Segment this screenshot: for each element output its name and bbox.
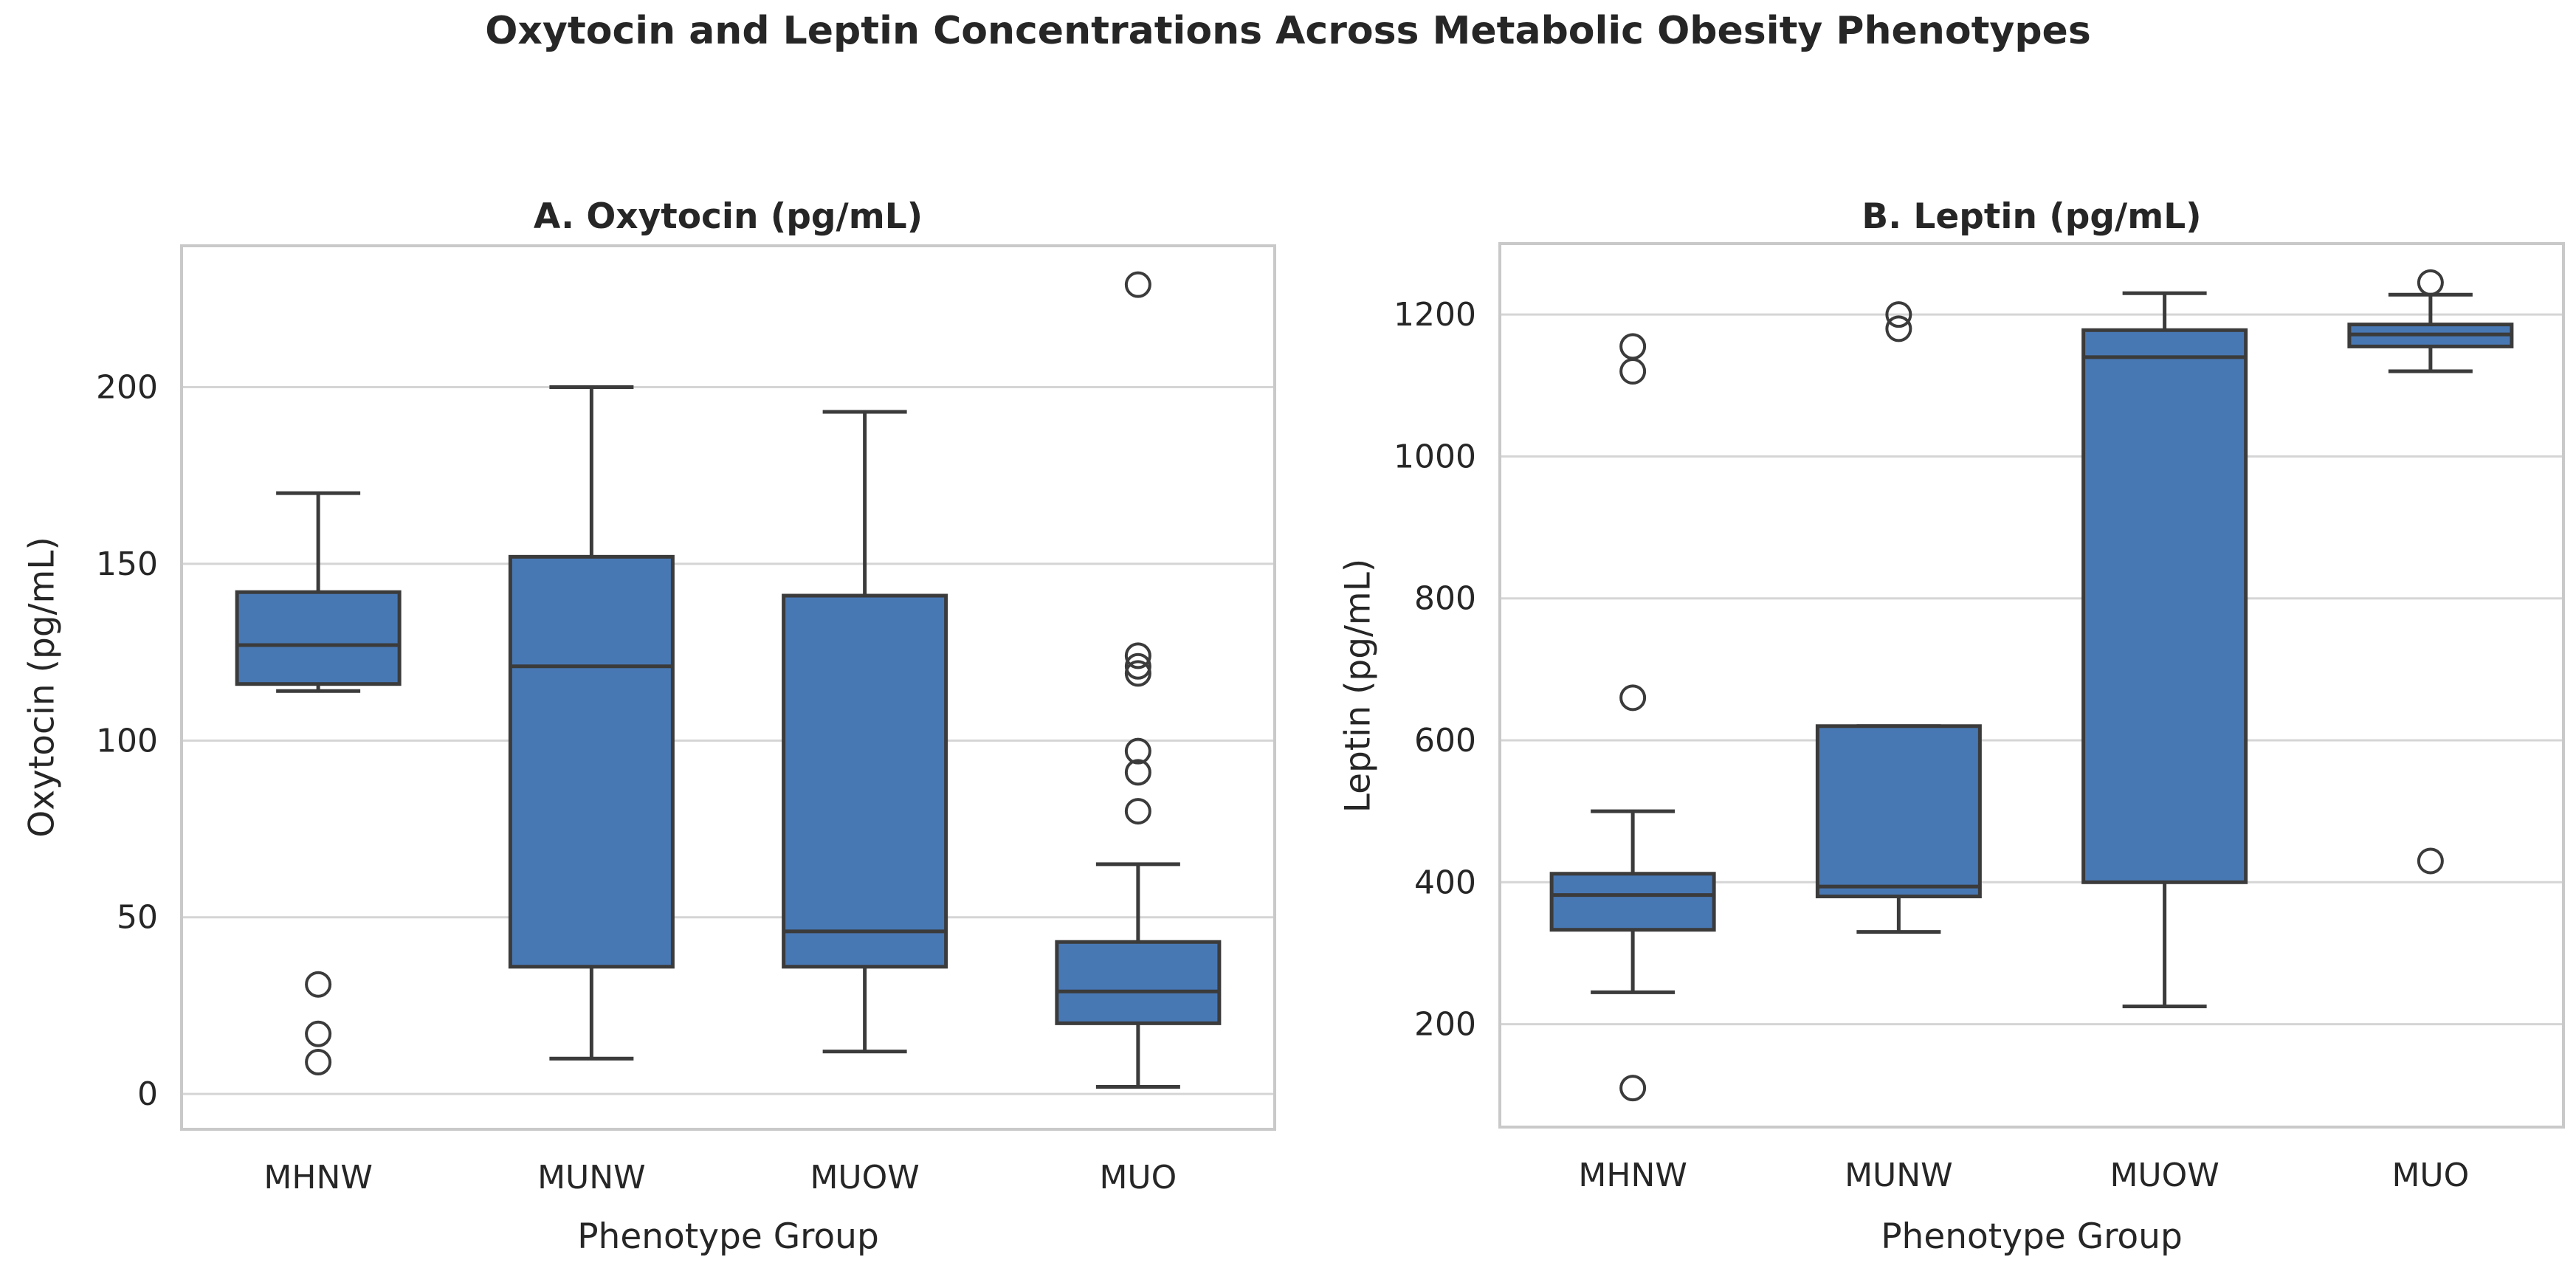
- panel-b-xtick-mhnw: MHNW: [1578, 1157, 1687, 1194]
- panel-a-box-munw: [508, 554, 675, 969]
- panel-a-box-muo-outlier-2: [1124, 652, 1151, 680]
- panel-a-box-muo-outlier-4: [1124, 737, 1151, 765]
- panel-a-spines: [180, 244, 1276, 1131]
- panel-b-box-munw: [1815, 724, 1982, 899]
- panel-a-box-muow: [782, 593, 948, 969]
- panel-b-spines: [1498, 242, 2565, 1129]
- panel-b-ytick-1200: 1200: [1394, 296, 1476, 334]
- panel-b-xtick-muo: MUO: [2391, 1157, 2469, 1194]
- panel-b-x-axis-label: Phenotype Group: [1881, 1216, 2183, 1257]
- panel-b-xtick-munw: MUNW: [1845, 1157, 1953, 1194]
- panel-b-box-muo-outlier-1: [2417, 847, 2444, 875]
- panel-b-box-munw-outlier-1: [1885, 315, 1912, 342]
- panel-a-title: A. Oxytocin (pg/mL): [533, 196, 923, 237]
- panel-a-xtick-munw: MUNW: [537, 1159, 646, 1196]
- panel-b-ytick-200: 200: [1414, 1006, 1476, 1044]
- panel-a-box-mhnw-outlier-1: [305, 1020, 332, 1047]
- panel-a-box-muo-outlier-0: [1124, 271, 1151, 298]
- panel-a-ytick-100: 100: [96, 722, 158, 760]
- panel-a-box-muo: [1055, 940, 1222, 1025]
- panel-b-box-muow: [2081, 328, 2248, 884]
- panel-a-box-muo-outlier-5: [1124, 759, 1151, 786]
- panel-a-box-mhnw-outlier-2: [305, 1049, 332, 1076]
- panel-a-ytick-200: 200: [96, 369, 158, 407]
- panel-a-box-muo-outlier-1: [1124, 642, 1151, 669]
- panel-a-xtick-mhnw: MHNW: [264, 1159, 372, 1196]
- panel-a-ytick-0: 0: [137, 1075, 158, 1113]
- panel-b-ytick-400: 400: [1414, 864, 1476, 901]
- panel-a-box-muo-outlier-3: [1124, 660, 1151, 687]
- panel-b-ytick-1000: 1000: [1394, 438, 1476, 475]
- panel-a-ytick-150: 150: [96, 545, 158, 583]
- panel-a-ytick-50: 50: [117, 899, 158, 937]
- panel-b-box-munw-outlier-0: [1885, 301, 1912, 328]
- panel-a-xtick-muo: MUO: [1099, 1159, 1177, 1196]
- figure-title: Oxytocin and Leptin Concentrations Acros…: [485, 9, 2091, 53]
- panel-b-box-mhnw-outlier-0: [1619, 333, 1647, 360]
- panel-a-x-axis-label: Phenotype Group: [577, 1216, 879, 1257]
- panel-b-ytick-600: 600: [1414, 722, 1476, 760]
- panel-a-box-mhnw: [235, 590, 402, 686]
- panel-b-box-mhnw-outlier-3: [1619, 1075, 1647, 1102]
- panel-a-box-mhnw-outlier-0: [305, 971, 332, 998]
- panel-a-box-muo-outlier-6: [1124, 798, 1151, 825]
- panel-b-title: B. Leptin (pg/mL): [1862, 196, 2202, 237]
- panel-a-xtick-muow: MUOW: [810, 1159, 919, 1196]
- panel-b-box-mhnw: [1549, 872, 1716, 932]
- panel-b-box-mhnw-outlier-2: [1619, 684, 1647, 712]
- panel-b-ytick-800: 800: [1414, 580, 1476, 618]
- panel-b-xtick-muow: MUOW: [2110, 1157, 2219, 1194]
- panel-b-box-mhnw-outlier-1: [1619, 358, 1647, 385]
- panel-b-box-muo-outlier-0: [2417, 269, 2444, 296]
